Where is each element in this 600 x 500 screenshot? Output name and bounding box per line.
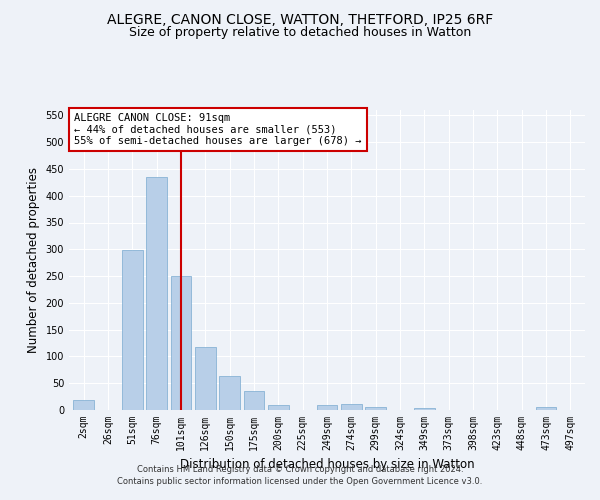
Bar [317, 404, 337, 410]
Bar [365, 408, 386, 410]
Bar [73, 400, 94, 410]
Bar [146, 177, 167, 410]
X-axis label: Distribution of detached houses by size in Watton: Distribution of detached houses by size … [179, 458, 475, 471]
Bar [122, 250, 143, 410]
Bar [341, 404, 362, 410]
Bar [170, 276, 191, 410]
Bar [536, 408, 556, 410]
Bar [244, 390, 265, 410]
Text: Contains public sector information licensed under the Open Government Licence v3: Contains public sector information licen… [118, 477, 482, 486]
Bar [414, 408, 435, 410]
Text: Contains HM Land Registry data © Crown copyright and database right 2024.: Contains HM Land Registry data © Crown c… [137, 465, 463, 474]
Y-axis label: Number of detached properties: Number of detached properties [27, 167, 40, 353]
Bar [268, 404, 289, 410]
Bar [195, 347, 215, 410]
Text: ALEGRE CANON CLOSE: 91sqm
← 44% of detached houses are smaller (553)
55% of semi: ALEGRE CANON CLOSE: 91sqm ← 44% of detac… [74, 113, 362, 146]
Bar [219, 376, 240, 410]
Text: ALEGRE, CANON CLOSE, WATTON, THETFORD, IP25 6RF: ALEGRE, CANON CLOSE, WATTON, THETFORD, I… [107, 12, 493, 26]
Text: Size of property relative to detached houses in Watton: Size of property relative to detached ho… [129, 26, 471, 39]
